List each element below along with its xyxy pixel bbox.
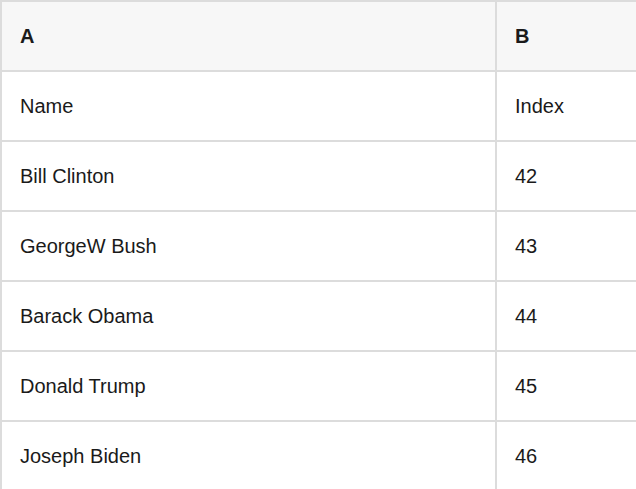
cell-name[interactable]: Barack Obama xyxy=(2,282,497,352)
cell-name[interactable]: Joseph Biden xyxy=(2,422,497,489)
cell-index[interactable]: 46 xyxy=(497,422,636,489)
column-header-b[interactable]: B xyxy=(497,2,636,72)
cell-index[interactable]: 45 xyxy=(497,352,636,422)
cell-name[interactable]: Name xyxy=(2,72,497,142)
cell-name[interactable]: Bill Clinton xyxy=(2,142,497,212)
table-row: Donald Trump 45 xyxy=(2,352,636,422)
cell-name[interactable]: Donald Trump xyxy=(2,352,497,422)
table-body: Name Index Bill Clinton 42 GeorgeW Bush … xyxy=(2,72,636,489)
table-row: Joseph Biden 46 xyxy=(2,422,636,489)
column-header-row: A B xyxy=(2,2,636,72)
table-row: Bill Clinton 42 xyxy=(2,142,636,212)
cell-index[interactable]: 42 xyxy=(497,142,636,212)
spreadsheet-table: A B Name Index Bill Clinton 42 GeorgeW B… xyxy=(0,0,636,489)
table-row: Barack Obama 44 xyxy=(2,282,636,352)
cell-name[interactable]: GeorgeW Bush xyxy=(2,212,497,282)
cell-index[interactable]: Index xyxy=(497,72,636,142)
column-header-a[interactable]: A xyxy=(2,2,497,72)
cell-index[interactable]: 43 xyxy=(497,212,636,282)
cell-index[interactable]: 44 xyxy=(497,282,636,352)
table-row: Name Index xyxy=(2,72,636,142)
table-row: GeorgeW Bush 43 xyxy=(2,212,636,282)
